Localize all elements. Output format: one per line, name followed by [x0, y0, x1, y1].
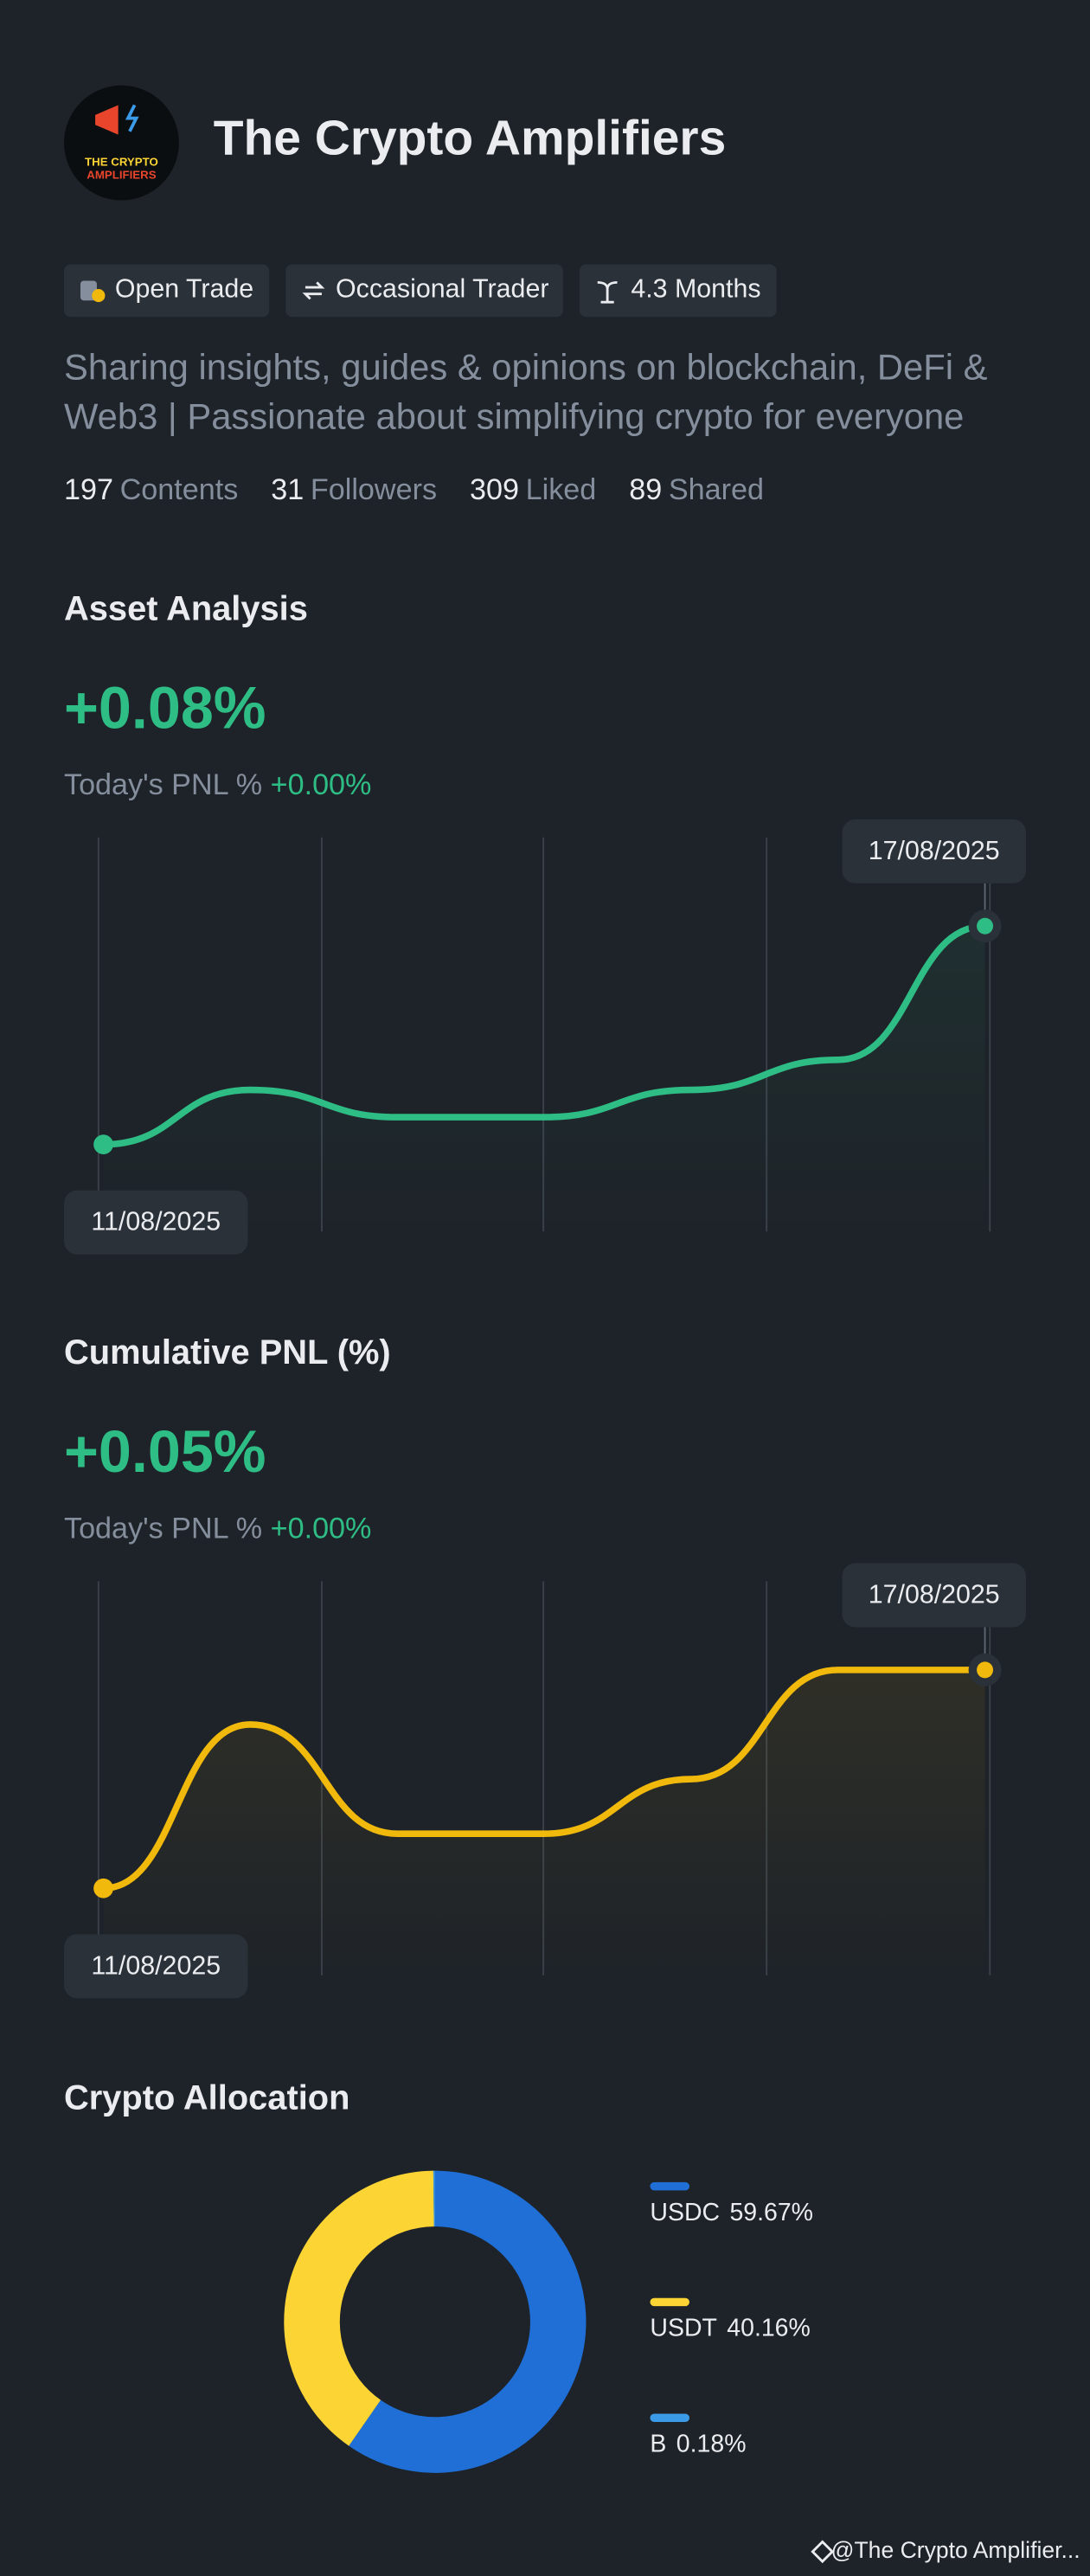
- stat: 89 Shared: [629, 473, 764, 508]
- profile-name: The Crypto Amplifiers: [213, 112, 727, 166]
- legend-name: USDC: [650, 2198, 720, 2226]
- tag: Occasional Trader: [285, 264, 564, 318]
- tooltip: [64, 1934, 248, 1999]
- legend-swatch: [650, 2181, 689, 2191]
- end-date: 17/08/2025: [869, 1580, 1000, 1609]
- tag: 4.3 Months: [580, 264, 776, 318]
- headline-value: +0.08%: [64, 676, 266, 742]
- legend-name: USDT: [650, 2314, 716, 2342]
- pnl-row: Today's PNL % +0.00%: [64, 1513, 371, 1545]
- stat-label: Liked: [525, 472, 597, 506]
- legend-entry: USDT 40.16%: [650, 2314, 810, 2342]
- slice: [349, 2170, 587, 2473]
- tag-text: Occasional Trader: [336, 275, 549, 305]
- stat-value: 197: [64, 472, 114, 506]
- tag: Open Trade: [64, 264, 269, 318]
- legend-name: B: [650, 2430, 666, 2457]
- legend-entry: USDC 59.67%: [650, 2198, 813, 2226]
- line: [99, 1667, 989, 1892]
- stat-value: 89: [629, 472, 663, 506]
- pnl-value: +0.00%: [271, 768, 372, 801]
- start-date: 11/08/2025: [91, 1951, 221, 1980]
- legend-value: 59.67%: [729, 2198, 813, 2226]
- tooltip: [64, 1190, 248, 1255]
- section-title: Asset Analysis: [64, 589, 308, 627]
- slice: [284, 2170, 435, 2446]
- area: [103, 1669, 985, 1975]
- footer: @The Crypto Amplifier...: [831, 2537, 1080, 2563]
- footer-icon: [811, 2540, 835, 2564]
- stat-label: Contents: [119, 472, 239, 506]
- section-title: Cumulative PNL (%): [64, 1333, 391, 1372]
- start-point: [93, 1134, 113, 1155]
- area: [103, 926, 985, 1232]
- end-date: 17/08/2025: [869, 837, 1000, 865]
- stat-label: Followers: [310, 472, 438, 506]
- line: [99, 922, 989, 1148]
- tag-text: Open Trade: [114, 275, 254, 305]
- avatar-text: AMPLIFIERS: [87, 169, 156, 182]
- bio: Sharing insights, guides & opinions on b…: [64, 346, 988, 437]
- end-point: [977, 917, 994, 935]
- avatar-icon: [95, 105, 119, 135]
- legend-swatch: [650, 2413, 689, 2422]
- avatar[interactable]: [64, 85, 179, 201]
- stat: 197 Contents: [64, 473, 238, 508]
- tag-icon: [80, 280, 106, 303]
- start-point: [93, 1878, 113, 1898]
- stat: 309 Liked: [470, 473, 596, 508]
- pnl-value: +0.00%: [271, 1513, 372, 1545]
- tooltip: [842, 819, 1026, 883]
- stat-value: 31: [271, 472, 305, 506]
- tag-icon: [598, 280, 619, 304]
- legend-value: 0.18%: [676, 2430, 747, 2457]
- stat-value: 309: [470, 472, 520, 506]
- tags: Open Trade Occasional Trader 4.3 Months: [64, 264, 776, 318]
- stats: 197 Contents 31 Followers 309 Liked 89 Share…: [64, 473, 764, 508]
- section-title: Crypto Allocation: [64, 2079, 349, 2117]
- legend-entry: B 0.18%: [650, 2430, 746, 2457]
- stat: 31 Followers: [271, 473, 437, 508]
- tooltip: [842, 1563, 1026, 1628]
- end-point: [977, 1661, 994, 1679]
- start-date: 11/08/2025: [91, 1208, 221, 1237]
- pnl-label: Today's PNL %: [64, 768, 262, 801]
- tag-icon: [301, 281, 324, 300]
- avatar-text: THE CRYPTO: [85, 155, 158, 168]
- stat-label: Shared: [668, 472, 764, 506]
- avatar-bolt: [125, 104, 139, 132]
- headline-value: +0.05%: [64, 1419, 266, 1485]
- pnl-row: Today's PNL % +0.00%: [64, 768, 371, 801]
- pnl-label: Today's PNL %: [64, 1513, 262, 1545]
- tag-text: 4.3 Months: [631, 275, 761, 305]
- legend-swatch: [650, 2297, 689, 2307]
- legend-value: 40.16%: [727, 2314, 811, 2342]
